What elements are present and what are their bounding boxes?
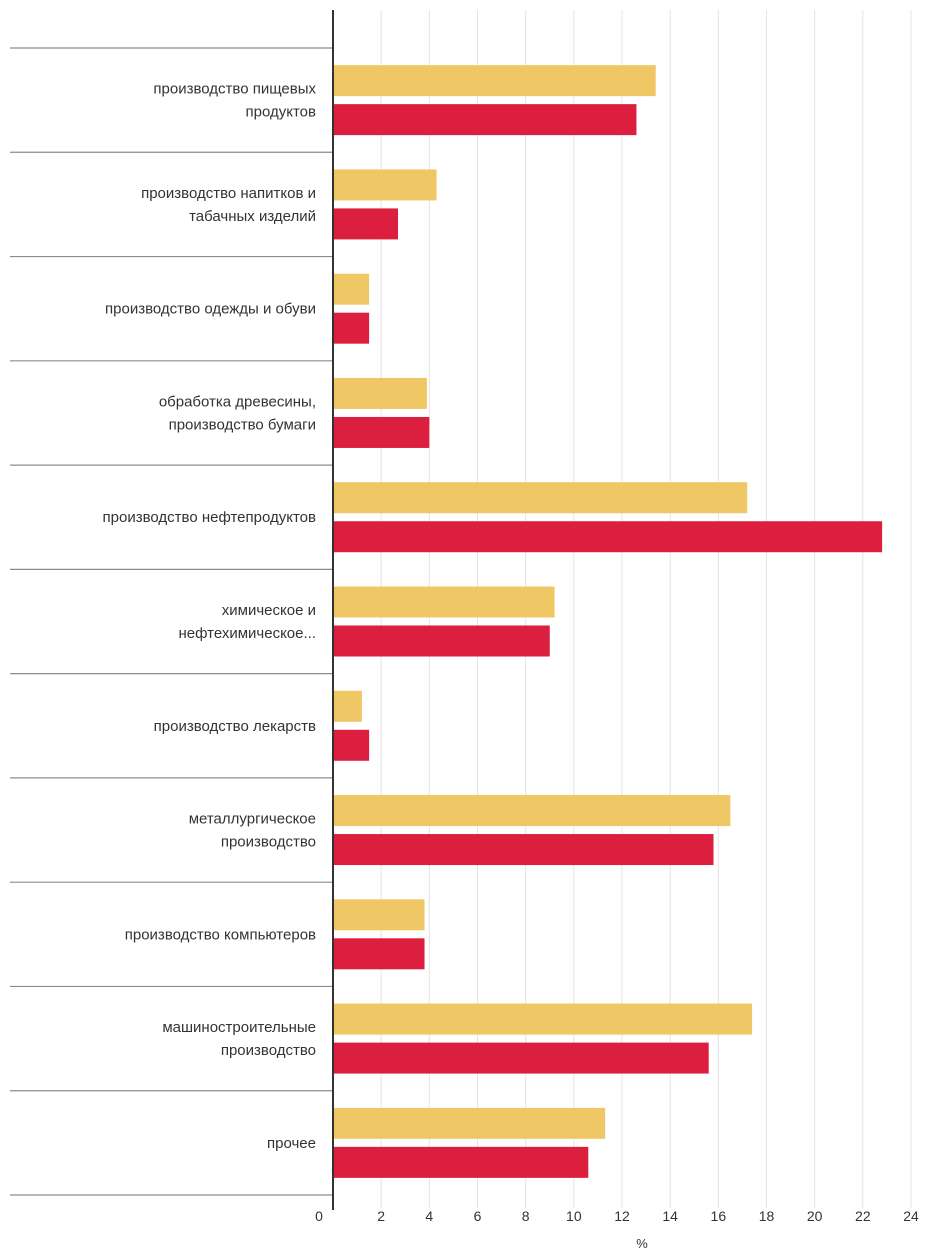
x-tick-label: 0: [315, 1208, 323, 1224]
category-label: производство одежды и обуви: [105, 301, 316, 318]
bar-series-2: [333, 312, 370, 344]
bar-series-1: [333, 690, 362, 722]
bar-series-2: [333, 625, 550, 657]
bar-series-1: [333, 65, 656, 97]
category-label: производство напитков и табачных изделий: [141, 185, 316, 225]
category-label: производство лекарств: [154, 718, 316, 735]
x-axis-label: %: [636, 1236, 648, 1251]
category-label: обработка древесины, производство бумаги: [159, 393, 316, 433]
category-label: металлургическое производство: [189, 811, 316, 851]
bar-series-1: [333, 795, 731, 827]
category-separators: [10, 47, 333, 1196]
x-tick-label: 10: [566, 1208, 582, 1224]
x-tick-label: 12: [614, 1208, 630, 1224]
bar-series-2: [333, 416, 430, 448]
bar-series-2: [333, 834, 714, 866]
x-tick-label: 2: [377, 1208, 385, 1224]
category-labels: производство пищевых продуктов производств…: [103, 81, 317, 1152]
bars: [333, 65, 883, 1178]
bar-series-2: [333, 1146, 589, 1178]
x-tick-label: 20: [807, 1208, 823, 1224]
bar-series-2: [333, 521, 883, 553]
bar-series-2: [333, 1042, 709, 1074]
x-tick-label: 8: [522, 1208, 530, 1224]
bar-series-2: [333, 729, 370, 761]
gridlines: [380, 10, 912, 1208]
bar-series-2: [333, 104, 637, 136]
x-tick-label: 22: [855, 1208, 871, 1224]
bar-series-1: [333, 169, 437, 201]
bar-series-1: [333, 273, 370, 305]
bar-series-2: [333, 938, 425, 970]
bar-series-1: [333, 482, 748, 514]
bar-series-1: [333, 586, 555, 618]
x-axis-ticks: 0 2 4 6 8 10 12 14 16 18 20 22 24: [315, 1208, 919, 1224]
bar-series-1: [333, 899, 425, 931]
bar-series-1: [333, 1107, 606, 1139]
category-label: производство нефтепродуктов: [103, 509, 316, 526]
category-label: производство пищевых продуктов: [153, 81, 316, 121]
x-tick-label: 4: [425, 1208, 433, 1224]
x-tick-label: 14: [662, 1208, 678, 1224]
bar-series-2: [333, 208, 399, 240]
category-label: химическое и нефтехимическое...: [179, 602, 317, 642]
category-label: машиностроительные производство: [162, 1019, 316, 1059]
x-tick-label: 16: [711, 1208, 727, 1224]
bar-series-1: [333, 377, 427, 409]
x-tick-label: 18: [759, 1208, 775, 1224]
bar-series-1: [333, 1003, 753, 1035]
category-label: прочее: [267, 1135, 316, 1152]
category-label: производство компьютеров: [125, 926, 316, 943]
x-tick-label: 24: [903, 1208, 919, 1224]
x-tick-label: 6: [474, 1208, 482, 1224]
